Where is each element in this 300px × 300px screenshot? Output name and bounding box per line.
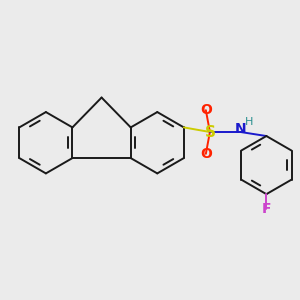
- Text: F: F: [262, 202, 271, 216]
- Text: O: O: [200, 147, 212, 161]
- Text: N: N: [235, 122, 246, 136]
- Text: H: H: [244, 116, 253, 127]
- Text: S: S: [204, 124, 215, 140]
- Text: O: O: [200, 103, 212, 117]
